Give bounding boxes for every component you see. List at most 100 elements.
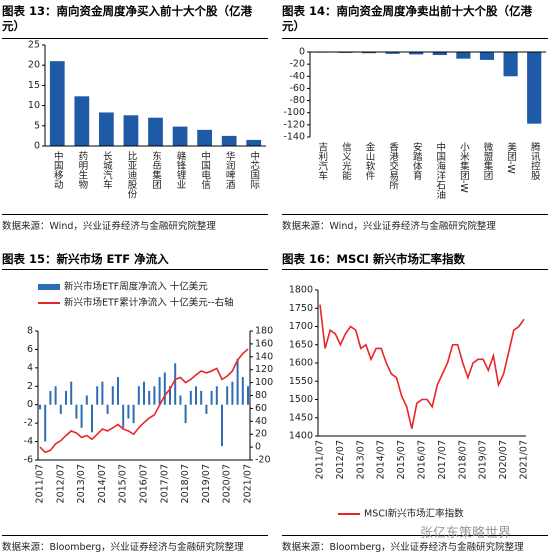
- y-tick-label: -60: [289, 83, 305, 94]
- bar: [163, 372, 166, 405]
- x-tick-label: 2017/07: [437, 440, 448, 479]
- x-tick-label: 药明生物: [76, 151, 88, 190]
- x-tick-label: 2011/07: [315, 440, 326, 479]
- x-tick-label: 2021/07: [519, 440, 530, 479]
- bar: [70, 381, 73, 405]
- bar: [111, 386, 114, 405]
- bar: [132, 404, 135, 424]
- x-tick-label: 长城汽车: [101, 150, 113, 190]
- y-tick-label: 15: [28, 80, 40, 91]
- x-tick-label: 吉利汽车: [316, 142, 328, 181]
- x-tick-label: 2016/07: [139, 464, 150, 503]
- y-tick-label: -6: [24, 455, 33, 466]
- y-tick-label: 1800: [289, 285, 313, 296]
- y-tick-label: 8: [27, 326, 33, 337]
- x-tick-label: 中国电信: [199, 150, 211, 190]
- bar: [117, 377, 119, 405]
- x-tick-label: 2013/07: [76, 464, 87, 503]
- bar: [184, 404, 187, 424]
- x-tick-label: 2019/07: [478, 440, 489, 479]
- x-tick-label: 2018/07: [457, 440, 468, 479]
- x-tick-label: 2016/07: [417, 440, 428, 479]
- x-tick-label: 2021/07: [243, 464, 254, 503]
- bar: [172, 126, 188, 146]
- bar: [479, 52, 495, 60]
- legend-label: 新兴市场ETF周度净流入 十亿美元: [64, 281, 208, 293]
- bar: [148, 390, 151, 405]
- y-tick-label: 100: [255, 377, 273, 388]
- bar: [99, 112, 114, 146]
- bar: [137, 386, 140, 405]
- bar: [195, 386, 197, 405]
- y-tick-label: -40: [289, 71, 305, 82]
- bar: [409, 52, 424, 55]
- x-tick-label: 美团-W: [505, 141, 517, 174]
- y-tick-label: 40: [255, 416, 267, 427]
- bar: [158, 377, 161, 405]
- y-tick-label: 1550: [289, 376, 313, 387]
- y-tick-label: 0: [299, 47, 305, 58]
- y-tick-label: 80: [255, 390, 267, 401]
- x-tick-label: 香港交易所: [387, 142, 399, 190]
- bar: [246, 139, 262, 146]
- x-tick-label: 比亚迪股份: [125, 150, 137, 199]
- y-tick-label: -140: [283, 132, 305, 143]
- line: [39, 348, 249, 454]
- bar: [75, 404, 78, 419]
- x-tick-label: 2012/07: [335, 440, 346, 479]
- x-tick-label: 2019/07: [201, 464, 212, 503]
- bar: [221, 135, 237, 146]
- source: 数据来源：Bloomberg，兴业证券经济与金融研究院整理: [2, 535, 268, 553]
- bar: [179, 395, 182, 405]
- source: 数据来源：Wind，兴业证券经济与金融研究院整理: [2, 214, 268, 232]
- x-tick-label: 金山软件: [364, 141, 376, 181]
- y-tick-label: 10: [28, 100, 40, 111]
- y-tick-label: 25: [28, 40, 40, 51]
- bar: [361, 52, 377, 54]
- bar: [91, 404, 93, 433]
- bar: [189, 390, 192, 405]
- y-tick-label: 120: [255, 364, 273, 375]
- x-tick-label: 微盟集团: [482, 141, 494, 181]
- y-tick-label: 20: [255, 429, 267, 440]
- bar: [226, 386, 229, 405]
- y-tick-label: 180: [255, 326, 273, 337]
- y-tick-label: -80: [289, 95, 305, 106]
- legend-label: MSCI新兴市场汇率指数: [364, 508, 464, 520]
- bar: [236, 358, 239, 405]
- y-tick-label: 1750: [289, 303, 313, 314]
- x-tick-label: 中国海洋石油: [434, 141, 446, 200]
- legend-label: 新兴市场ETF累计净流入 十亿美元--右轴: [64, 297, 234, 309]
- x-tick-label: 信义光能: [340, 141, 352, 181]
- bar: [59, 404, 62, 414]
- x-tick-label: 中国移动: [52, 150, 64, 190]
- y-tick-label: 1400: [289, 431, 313, 442]
- y-tick-label: -20: [255, 455, 271, 466]
- bar: [39, 404, 41, 410]
- x-tick-label: 中芯国际: [248, 150, 260, 190]
- x-tick-label: 2011/07: [35, 464, 46, 503]
- y-tick-label: 1450: [289, 412, 313, 423]
- x-tick-label: 2014/07: [376, 440, 387, 479]
- chart-title: 图表 16：MSCI 新兴市场汇率指数: [282, 252, 548, 270]
- bar: [44, 404, 47, 442]
- x-tick-label: 赣锋锂业: [175, 150, 187, 189]
- bar: [205, 404, 208, 414]
- bar: [241, 377, 244, 405]
- bar: [432, 52, 447, 56]
- x-tick-label: 2015/07: [118, 464, 129, 503]
- y-tick-label: 20: [28, 60, 40, 71]
- bar: [197, 129, 212, 146]
- bar: [74, 96, 90, 146]
- line: [319, 304, 525, 429]
- bar: [215, 386, 218, 405]
- y-tick-label: 160: [255, 338, 273, 349]
- source: 数据来源：Wind，兴业证券经济与金融研究院整理: [282, 214, 548, 232]
- bar: [127, 404, 130, 419]
- x-tick-label: 2014/07: [97, 464, 108, 503]
- y-tick-label: 1700: [289, 321, 313, 332]
- chart-title: 图表 14：南向资金周度净卖出前十大个股（亿港元）: [282, 4, 548, 39]
- legend-swatch: [38, 284, 60, 290]
